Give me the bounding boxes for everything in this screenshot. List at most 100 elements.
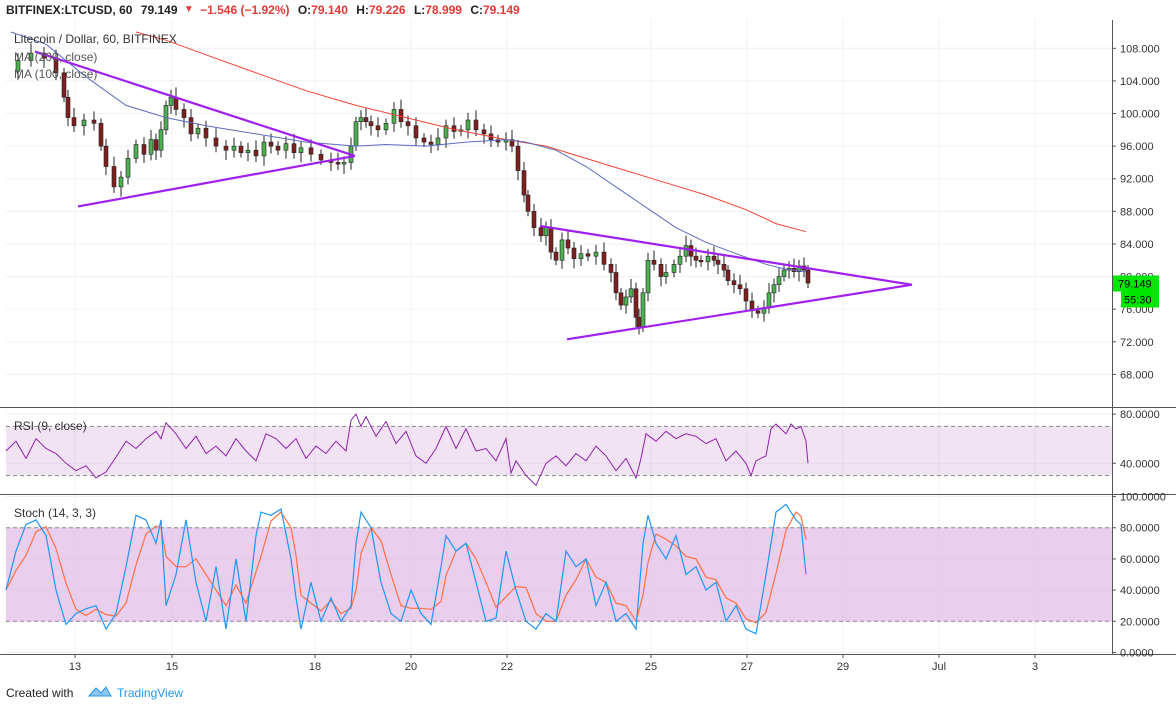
candle-down[interactable] [335,162,341,165]
candle-down[interactable] [585,253,591,257]
candle-up[interactable] [623,296,629,306]
candle-up[interactable] [443,125,449,139]
candle-down[interactable] [91,119,97,124]
candle-down[interactable] [421,137,427,143]
candle-up[interactable] [593,251,599,257]
stoch-pane[interactable] [5,503,1112,635]
candle-down[interactable] [98,123,104,147]
trendline[interactable] [566,283,913,341]
candle-down[interactable] [509,139,515,147]
candle-down[interactable] [253,149,259,157]
candle-down[interactable] [743,288,749,302]
candle-up[interactable] [245,149,251,153]
candle-down[interactable] [525,194,531,212]
candle-down[interactable] [755,310,761,314]
candle-down[interactable] [731,280,737,286]
candle-up[interactable] [683,245,689,257]
candle-up[interactable] [358,117,364,122]
candle-up[interactable] [663,272,669,277]
candle-up[interactable] [353,121,359,147]
candle-down[interactable] [721,264,727,271]
candle-down[interactable] [413,125,419,139]
candle-down[interactable] [725,269,731,281]
candle-down[interactable] [203,127,209,139]
candle-down[interactable] [308,147,314,155]
candle-up[interactable] [231,145,237,151]
candle-down[interactable] [368,121,374,127]
candle-down[interactable] [428,141,434,145]
candle-down[interactable] [153,139,159,151]
candle-up[interactable] [645,259,651,294]
candle-up[interactable] [677,255,683,265]
candle-down[interactable] [213,137,219,147]
candle-up[interactable] [465,119,471,131]
candle-down[interactable] [481,129,487,135]
candle-down[interactable] [737,284,743,290]
chart-canvas[interactable]: 13 15 18 20 22 25 27 29 Jul 3 108.000 104.000 100.00… [0,20,1176,678]
candle-down[interactable] [633,288,639,318]
trendline[interactable] [539,224,913,286]
candle-up[interactable] [125,158,131,178]
candle-up[interactable] [118,176,124,188]
trendline[interactable] [77,154,356,208]
candle-down[interactable] [658,264,664,277]
candle-up[interactable] [781,269,787,277]
candle-down[interactable] [71,117,77,127]
candle-down[interactable] [571,247,577,259]
candle-up[interactable] [168,96,174,106]
candle-down[interactable] [521,170,527,196]
candle-down[interactable] [618,292,624,306]
candle-down[interactable] [375,125,381,131]
candle-up[interactable] [640,292,646,328]
candle-down[interactable] [608,264,614,273]
candle-down[interactable] [111,166,117,188]
candle-up[interactable] [133,144,139,159]
candle-down[interactable] [805,269,811,284]
candle-down[interactable] [291,143,297,153]
rsi-pane[interactable] [5,413,1112,487]
trendline[interactable] [34,50,356,157]
candle-up[interactable] [578,253,584,259]
candle-down[interactable] [268,141,274,147]
candle-down[interactable] [473,119,479,131]
candle-up[interactable] [391,109,397,124]
candle-down[interactable] [223,145,229,151]
candle-down[interactable] [61,72,67,98]
candle-down[interactable] [141,144,147,155]
candle-down[interactable] [693,255,699,261]
candle-up[interactable] [776,276,782,286]
candle-down[interactable] [651,259,657,265]
candle-down[interactable] [698,259,704,263]
candle-down[interactable] [715,259,721,265]
candle-down[interactable] [318,153,324,161]
candle-up[interactable] [383,123,389,131]
candle-down[interactable] [601,251,607,265]
candle-up[interactable] [158,129,164,151]
candle-up[interactable] [628,288,634,298]
candle-up[interactable] [261,141,267,157]
candle-down[interactable] [531,211,537,228]
candle-up[interactable] [15,60,21,72]
candle-down[interactable] [553,251,559,261]
candle-down[interactable] [538,227,544,237]
candle-up[interactable] [195,127,201,135]
candle-down[interactable] [103,145,109,167]
candle-down[interactable] [363,117,369,122]
candle-up[interactable] [559,239,565,261]
candle-down[interactable] [636,317,642,328]
candle-down[interactable] [65,96,71,118]
candle-down[interactable] [548,227,554,253]
tradingview-link[interactable]: TradingView [117,686,184,700]
candle-down[interactable] [613,272,619,294]
candle-down[interactable] [188,117,194,135]
candle-up[interactable] [766,292,772,308]
candle-down[interactable] [405,121,411,127]
candle-down[interactable] [181,109,187,118]
candle-down[interactable] [275,145,281,151]
symbol-label[interactable]: BITFINEX:LTCUSD, 60 [6,3,133,17]
candle-up[interactable] [81,119,87,127]
candle-up[interactable] [28,52,34,61]
candle-up[interactable] [298,147,304,153]
candle-up[interactable] [771,284,777,294]
candle-up[interactable] [705,255,711,263]
